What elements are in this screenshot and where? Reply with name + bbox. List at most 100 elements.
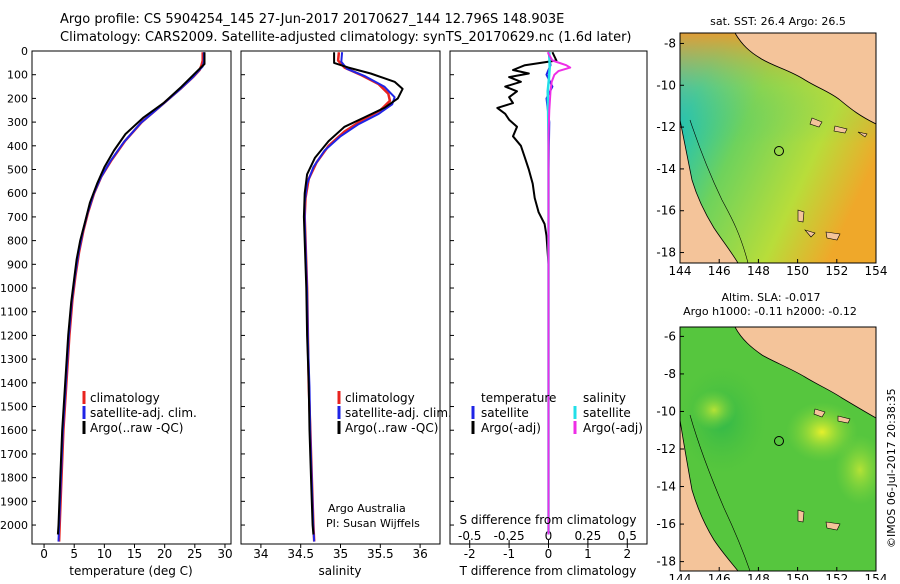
isobath <box>689 119 749 263</box>
t-diff-axis-label: T difference from climatology <box>459 564 637 578</box>
x-tick-label: 34.5 <box>287 547 314 561</box>
lon-tick-label: 148 <box>747 264 770 278</box>
y-tick-label: 1300 <box>0 353 28 366</box>
y-tick-label: 1400 <box>0 377 28 390</box>
x-tick-label: 35.5 <box>367 547 394 561</box>
legend-label-argo: Argo(..raw -QC) <box>345 421 438 435</box>
legend-title-salinity: salinity <box>583 391 626 405</box>
y-tick-label: 2000 <box>0 519 28 532</box>
islands <box>797 117 868 241</box>
series-line-s-argo <box>546 51 572 535</box>
legend-label-t-satellite: satellite <box>481 406 529 420</box>
lat-tick-label: -18 <box>656 246 676 260</box>
sst-map-image <box>680 33 876 263</box>
x-tick-label: -0.25 <box>494 529 525 543</box>
y-tick-label: 800 <box>7 235 28 248</box>
legend-title-temperature: temperature <box>481 391 556 405</box>
lon-tick-label: 144 <box>669 572 692 580</box>
isobath <box>689 414 751 571</box>
x-tick-label: 1 <box>584 547 592 561</box>
lon-tick-label: 154 <box>865 264 888 278</box>
salinity-legend: climatology satellite-adj. clim. Argo(..… <box>337 391 452 435</box>
y-tick-label: 100 <box>7 69 28 82</box>
lon-tick-label: 146 <box>708 264 731 278</box>
salinity-depth-ticks <box>241 50 245 526</box>
difference-depth-ticks <box>450 50 454 526</box>
temperature-panel: 0100200300400500600700800900100011001200… <box>0 45 233 578</box>
x-tick-label: 15 <box>127 547 142 561</box>
x-tick-label: -0.5 <box>458 529 481 543</box>
legend-label-climatology: climatology <box>345 391 415 405</box>
sla-map-panel: Altim. SLA: -0.017 Argo h1000: -0.11 h20… <box>656 291 888 584</box>
x-tick-label: 30 <box>217 547 232 561</box>
x-tick-label: 0 <box>40 547 48 561</box>
lat-tick-label: -12 <box>656 442 676 456</box>
lat-tick-label: -12 <box>656 120 676 134</box>
lon-tick-label: 152 <box>825 572 848 580</box>
x-tick-label: -1 <box>503 547 515 561</box>
sst-map-lat-axis: -8 -10 -12 -14 -16 -18 <box>656 36 684 260</box>
temperature-series <box>56 52 206 542</box>
y-tick-label: 1000 <box>0 282 28 295</box>
series-line-t-argo <box>496 51 558 535</box>
y-tick-label: 1500 <box>0 401 28 414</box>
sla-map-image <box>680 327 876 571</box>
x-tick-label: 35 <box>333 547 348 561</box>
sla-high-patch-3 <box>835 435 876 505</box>
png-land <box>680 327 876 419</box>
sla-map-title-line1: Altim. SLA: -0.017 <box>721 291 820 304</box>
lat-tick-label: -14 <box>656 480 676 494</box>
islands <box>797 408 851 531</box>
lat-tick-label: -8 <box>664 367 676 381</box>
depth-axis: 0 100 200 300 400 500 600 700 800 900 1000 1100 1200… <box>0 45 36 532</box>
x-tick-label: 2 <box>623 547 631 561</box>
imos-timestamp: ©IMOS 06-Jul-2017 20:38:35 <box>885 388 898 548</box>
y-tick-label: 600 <box>7 187 28 200</box>
australia-land <box>680 419 739 571</box>
lat-tick-label: -16 <box>656 517 676 531</box>
figure-title-line2: Climatology: CARS2009. Satellite-adjuste… <box>60 30 632 45</box>
y-tick-label: 1900 <box>0 495 28 508</box>
lon-tick-label: 154 <box>865 572 888 580</box>
sst-map-frame <box>679 32 877 264</box>
x-tick-label: 5 <box>70 547 78 561</box>
y-tick-label: 1200 <box>0 329 28 342</box>
sst-map-title: sat. SST: 26.4 Argo: 26.5 <box>710 15 846 28</box>
difference-legend: temperature salinity satellite Argo(-adj… <box>471 391 643 435</box>
lon-tick-label: 148 <box>747 572 770 580</box>
y-tick-label: 1700 <box>0 448 28 461</box>
temperature-legend: climatology satellite-adj. clim. Argo(..… <box>82 391 197 435</box>
y-tick-label: 1600 <box>0 424 28 437</box>
legend-label-s-argo: Argo(-adj) <box>583 421 643 435</box>
png-land-dark <box>680 33 876 125</box>
annotation-argo-australia: Argo Australia <box>328 502 406 515</box>
legend-label-climatology: climatology <box>90 391 160 405</box>
y-tick-label: 0 <box>21 45 28 58</box>
x-tick-label: -2 <box>464 547 476 561</box>
s-diff-axis-label: S difference from climatology <box>460 513 637 527</box>
x-tick-label: 0.5 <box>618 529 637 543</box>
s-diff-x-axis: -0.5 -0.25 0 0.25 0.5 <box>458 529 637 544</box>
argo-float-marker <box>774 146 784 156</box>
australia-land <box>680 119 739 263</box>
y-tick-label: 500 <box>7 164 28 177</box>
y-tick-label: 900 <box>7 258 28 271</box>
y-tick-label: 200 <box>7 92 28 105</box>
x-tick-label: 36 <box>412 547 427 561</box>
y-tick-label: 400 <box>7 140 28 153</box>
difference-series <box>496 51 572 535</box>
x-tick-label: 10 <box>97 547 112 561</box>
difference-panel: -2 -1 0 1 2 -0.5 -0.25 0 0.25 0.5 S difference f… <box>449 50 648 578</box>
x-tick-label: 20 <box>157 547 172 561</box>
y-tick-label: 700 <box>7 211 28 224</box>
sla-map-lat-axis: -6 -8 -10 -12 -14 -16 -18 <box>656 329 684 569</box>
lat-tick-label: -18 <box>656 555 676 569</box>
x-tick-label: 34 <box>253 547 268 561</box>
series-line-argo <box>302 52 404 535</box>
legend-label-satellite: satellite-adj. clim. <box>90 406 197 420</box>
series-line-argo <box>56 52 206 535</box>
lat-tick-label: -8 <box>664 36 676 50</box>
lon-tick-label: 150 <box>786 264 809 278</box>
y-tick-label: 300 <box>7 116 28 129</box>
